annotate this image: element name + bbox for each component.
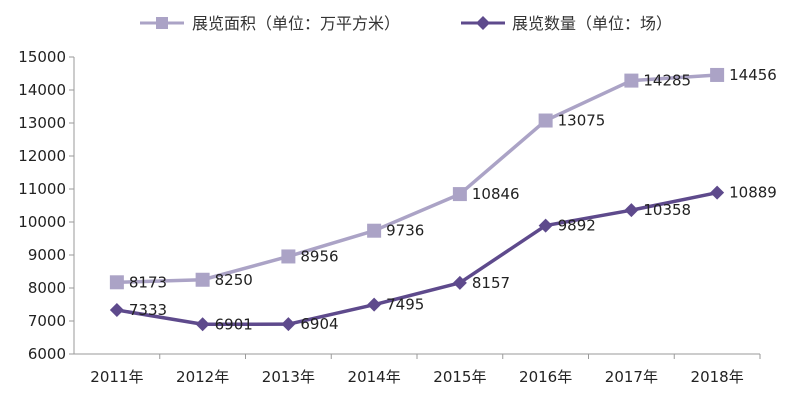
data-point <box>710 185 725 200</box>
data-label: 8157 <box>472 274 510 292</box>
data-label: 7333 <box>129 301 167 319</box>
data-point <box>367 223 382 238</box>
legend-item-count: 展览数量（单位：场） <box>461 14 672 33</box>
legend-label-area: 展览面积（单位：万平方米） <box>192 14 400 33</box>
data-point <box>538 218 553 233</box>
data-point <box>538 113 553 128</box>
data-point <box>367 297 382 312</box>
data-point <box>710 67 725 82</box>
legend-marker-area <box>156 17 168 29</box>
x-tick-label: 2012年 <box>176 368 229 386</box>
x-tick-labels: 2011年 2012年 2013年 2014年 2015年 2016年 2017年 2018年 <box>90 354 761 386</box>
data-point <box>281 317 296 332</box>
series-1: 7333 6901 6904 7495 8157 9892 10358 10889 <box>109 184 777 333</box>
data-label: 10358 <box>643 201 691 219</box>
y-tick-label: 13000 <box>18 114 66 132</box>
series-line <box>116 190 718 327</box>
data-point <box>195 272 210 287</box>
data-point <box>624 203 639 218</box>
data-point <box>109 303 124 318</box>
data-label: 10889 <box>729 184 777 202</box>
legend-marker-count <box>476 16 490 30</box>
y-tick-label: 12000 <box>18 147 66 165</box>
y-tick-label: 10000 <box>18 213 66 231</box>
data-label: 6904 <box>300 315 338 333</box>
data-label: 7495 <box>386 296 424 314</box>
data-label: 8173 <box>129 273 167 291</box>
legend-label-count: 展览数量（单位：场） <box>512 14 672 33</box>
data-label: 14285 <box>643 72 691 90</box>
y-tick-label: 6000 <box>28 345 66 363</box>
series-group: 8173 8250 8956 9736 10846 13075 14285 14456 7333… <box>109 66 777 333</box>
data-point <box>109 275 124 290</box>
data-label: 13075 <box>558 112 606 130</box>
data-point <box>624 73 639 88</box>
data-label: 14456 <box>729 66 777 84</box>
data-label: 9736 <box>386 222 424 240</box>
data-point <box>195 317 210 332</box>
series-0: 8173 8250 8956 9736 10846 13075 14285 14456 <box>109 66 777 291</box>
y-tick-label: 11000 <box>18 180 66 198</box>
legend-item-area: 展览面积（单位：万平方米） <box>140 14 400 33</box>
x-tick-label: 2015年 <box>433 368 486 386</box>
x-tick-label: 2018年 <box>691 368 744 386</box>
data-label: 9892 <box>558 217 596 235</box>
data-label: 8250 <box>215 271 253 289</box>
data-label: 10846 <box>472 185 520 203</box>
data-point <box>452 187 467 202</box>
x-tick-label: 2011年 <box>90 368 143 386</box>
y-tick-label: 15000 <box>18 48 66 66</box>
x-tick-label: 2014年 <box>348 368 401 386</box>
x-tick-label: 2013年 <box>262 368 315 386</box>
y-tick-label: 7000 <box>28 312 66 330</box>
data-label: 6901 <box>215 315 253 333</box>
x-tick-label: 2017年 <box>605 368 658 386</box>
y-tick-label: 14000 <box>18 81 66 99</box>
x-tick-label: 2016年 <box>519 368 572 386</box>
series-line <box>116 73 718 285</box>
data-point <box>452 275 467 290</box>
y-tick-labels: 6000 7000 8000 9000 10000 11000 12000 13000 1400… <box>18 48 74 363</box>
data-label: 8956 <box>300 247 338 265</box>
y-tick-label: 8000 <box>28 279 66 297</box>
legend: 展览面积（单位：万平方米） 展览数量（单位：场） <box>140 14 672 33</box>
data-point <box>281 249 296 264</box>
y-tick-label: 9000 <box>28 246 66 264</box>
